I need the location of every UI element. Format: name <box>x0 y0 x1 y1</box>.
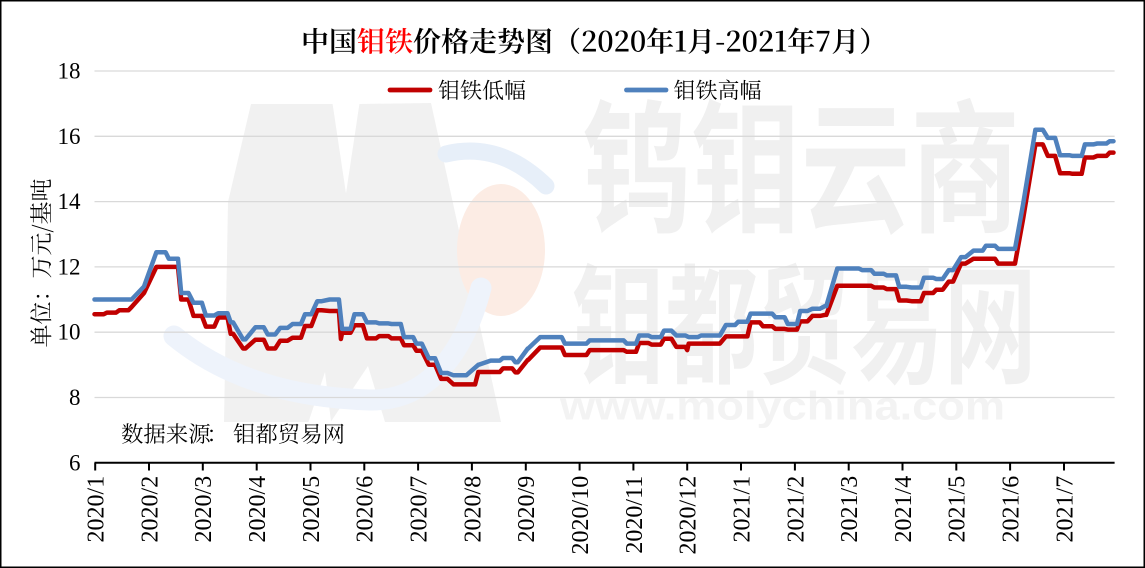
svg-text:2021/6: 2021/6 <box>999 476 1025 543</box>
svg-text:2021/3: 2021/3 <box>837 476 863 543</box>
svg-text:2020/7: 2020/7 <box>407 476 433 543</box>
svg-text:8: 8 <box>69 385 81 410</box>
svg-text:12: 12 <box>58 254 81 279</box>
svg-text:2021/7: 2021/7 <box>1052 476 1078 543</box>
svg-text:10: 10 <box>58 320 81 345</box>
svg-text:2020/8: 2020/8 <box>460 476 486 543</box>
svg-text:16: 16 <box>58 124 81 149</box>
svg-text:2021/5: 2021/5 <box>945 476 971 543</box>
svg-text:14: 14 <box>58 189 82 214</box>
svg-text:2021/1: 2021/1 <box>729 476 755 543</box>
svg-text:2020/6: 2020/6 <box>353 476 379 543</box>
svg-text:2020/5: 2020/5 <box>299 476 325 543</box>
svg-text:18: 18 <box>58 59 81 84</box>
svg-text:2020/9: 2020/9 <box>514 476 540 543</box>
svg-text:2020/12: 2020/12 <box>676 476 702 555</box>
svg-text:2020/2: 2020/2 <box>137 476 163 543</box>
svg-text:2020/10: 2020/10 <box>568 476 594 555</box>
svg-text:2020/1: 2020/1 <box>84 476 110 543</box>
svg-text:2021/2: 2021/2 <box>783 476 809 543</box>
svg-text:2021/4: 2021/4 <box>891 476 917 543</box>
svg-text:2020/4: 2020/4 <box>245 476 271 543</box>
svg-text:6: 6 <box>69 450 81 475</box>
svg-text:2020/11: 2020/11 <box>622 476 648 554</box>
svg-text:www.molychina.com: www.molychina.com <box>559 385 1005 429</box>
svg-text:2020/3: 2020/3 <box>191 476 217 543</box>
